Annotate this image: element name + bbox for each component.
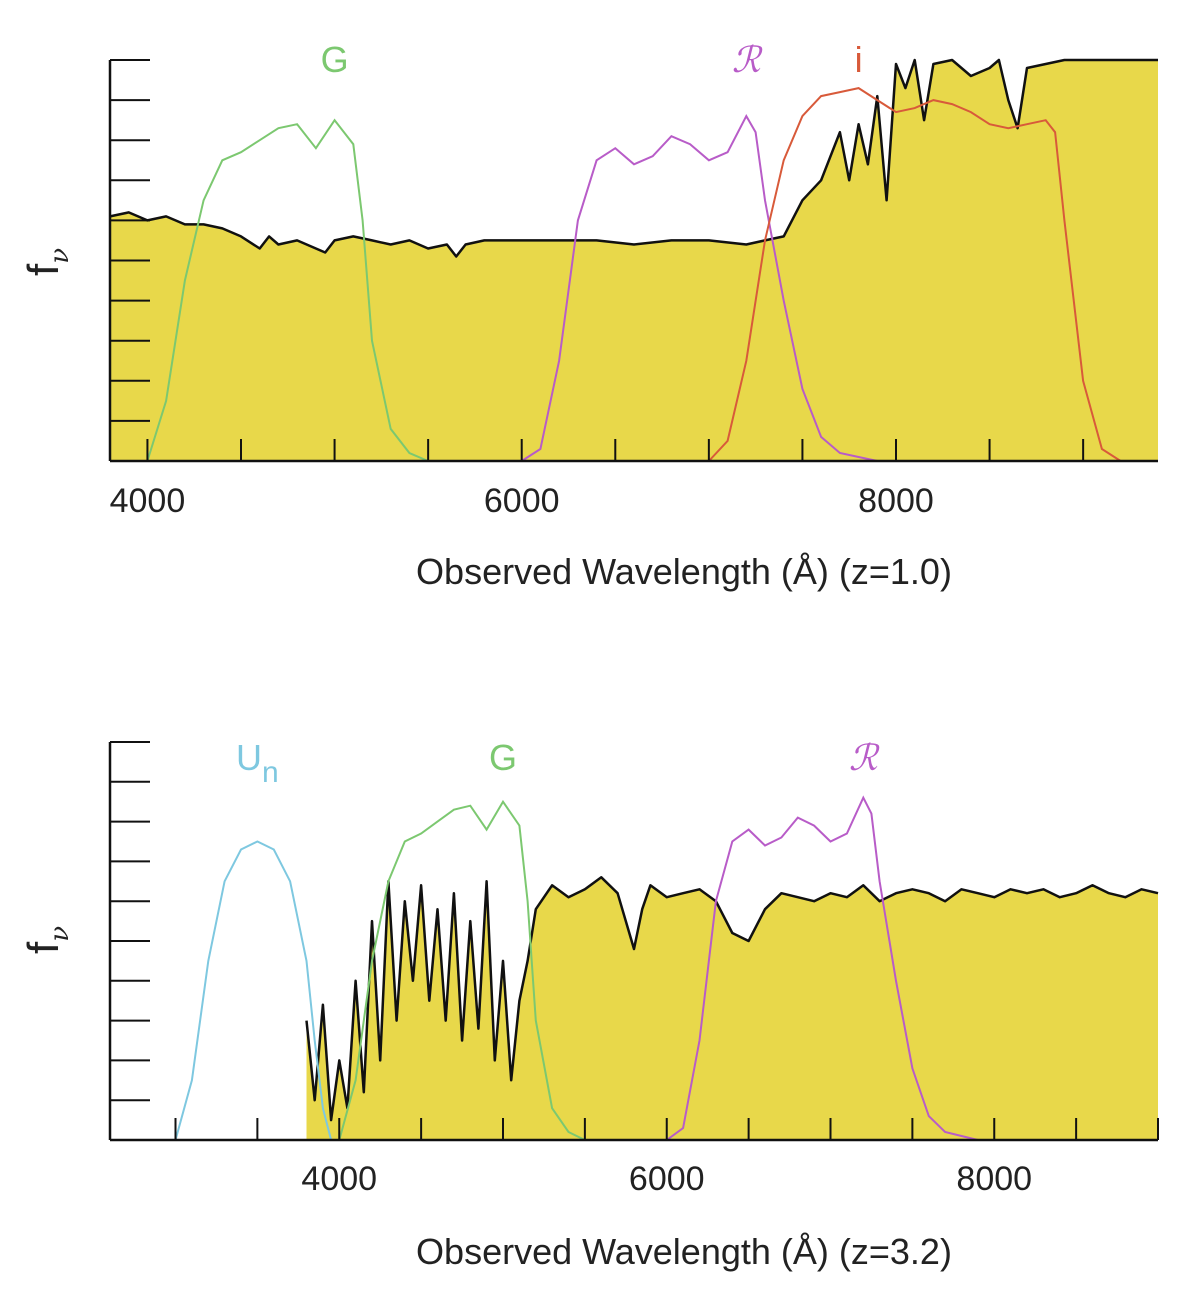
filter-curve-2 [666,795,995,1141]
spectrum-fill [306,877,1158,1140]
y-axis-title: fν [19,926,75,954]
filter-label-2: i [855,39,863,80]
spectrum-fill [110,60,1158,461]
x-tick-label: 4000 [301,1160,377,1198]
x-axis-title: Observed Wavelength (Å) (z=1.0) [416,551,952,592]
spectrum-line [305,876,1159,1122]
y-axis-title: fν [19,248,75,276]
x-tick-label: 8000 [956,1160,1032,1198]
filter-label-0: Un [236,737,279,789]
filter-label-1: G [489,737,517,778]
filter-curve-1 [521,114,896,462]
spectrum-line [109,58,1158,258]
filter-curve-1 [338,799,602,1141]
filter-curve-0 [174,840,333,1141]
filter-label-1: ℛ [732,40,763,81]
x-tick-label: 6000 [629,1160,705,1198]
x-tick-label: 4000 [110,482,186,520]
filter-label-2: ℛ [849,738,880,779]
chart-panel-z3: Un G ℛ 4000 6000 8000 Observed Wavelength (Å) … [0,700,1192,1294]
x-tick-label: 6000 [484,482,560,520]
x-tick-label: 8000 [858,482,934,520]
filter-label-0: G [321,39,349,80]
filter-curve-2 [708,87,1122,462]
filter-curve-0 [146,118,447,462]
x-axis-title: Observed Wavelength (Å) (z=3.2) [416,1231,952,1272]
